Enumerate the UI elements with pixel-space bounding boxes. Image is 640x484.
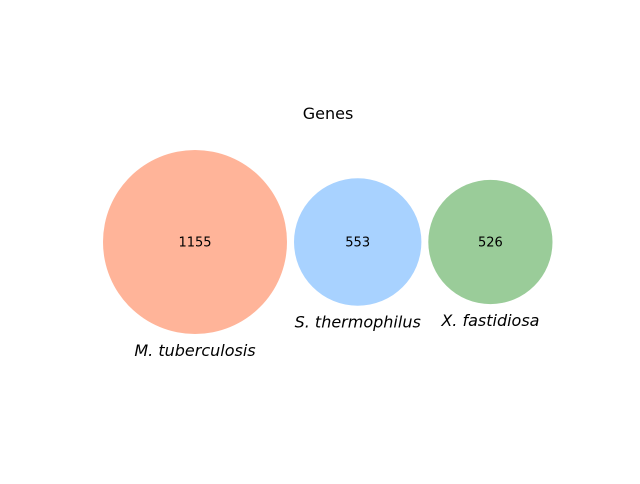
set-circle-s-thermophilus: [294, 178, 422, 306]
set-label-s-thermophilus: S. thermophilus: [295, 313, 421, 332]
set-label-x-fastidiosa: X. fastidiosa: [440, 311, 539, 330]
set-label-m-tuberculosis: M. tuberculosis: [134, 341, 255, 360]
set-value-x-fastidiosa: 526: [478, 236, 503, 251]
set-value-s-thermophilus: 553: [345, 236, 370, 251]
set-circle-m-tuberculosis: [103, 150, 287, 334]
set-value-m-tuberculosis: 1155: [178, 236, 211, 251]
set-circle-x-fastidiosa: [428, 179, 553, 305]
venn-sets: 1155 M. tuberculosis 553 S. thermophilus 526…: [103, 150, 553, 360]
chart-title: Genes: [303, 104, 354, 123]
